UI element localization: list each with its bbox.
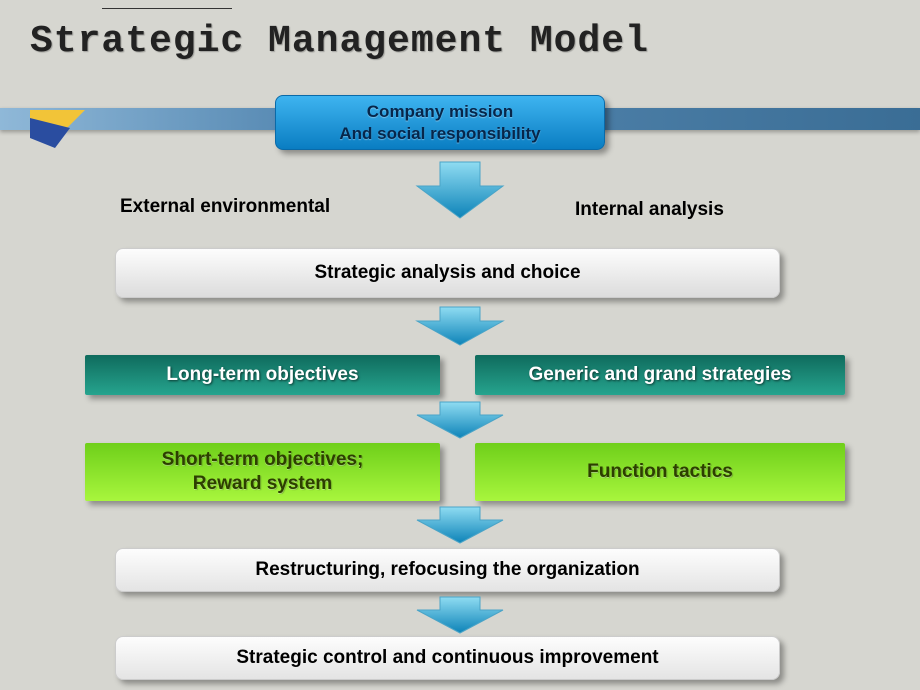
analysis-text: Strategic analysis and choice — [314, 262, 580, 284]
generic-text: Generic and grand strategies — [529, 364, 792, 386]
arrow-down-3 — [415, 400, 505, 440]
label-external: External environmental — [120, 196, 330, 218]
arrow-down-2 — [415, 305, 505, 347]
arrow-down-1 — [415, 160, 505, 220]
node-function: Function tactics — [475, 443, 845, 501]
node-restructure: Restructuring, refocusing the organizati… — [115, 548, 780, 592]
node-generic: Generic and grand strategies — [475, 355, 845, 395]
slide-title: Strategic Management Model — [30, 20, 649, 63]
node-analysis: Strategic analysis and choice — [115, 248, 780, 298]
short-term-line1: Short-term objectives; — [162, 448, 364, 472]
function-text: Function tactics — [587, 460, 733, 484]
short-term-line2: Reward system — [162, 472, 364, 496]
arrow-down-4 — [415, 505, 505, 545]
title-underline — [102, 8, 232, 9]
arrow-down-5 — [415, 595, 505, 635]
node-short-term: Short-term objectives; Reward system — [85, 443, 440, 501]
node-control: Strategic control and continuous improve… — [115, 636, 780, 680]
corner-decoration — [30, 110, 100, 150]
node-mission: Company mission And social responsibilit… — [275, 95, 605, 150]
control-text: Strategic control and continuous improve… — [236, 647, 658, 669]
label-internal: Internal analysis — [575, 199, 724, 221]
node-long-term: Long-term objectives — [85, 355, 440, 395]
restructure-text: Restructuring, refocusing the organizati… — [255, 559, 639, 581]
mission-line2: And social responsibility — [339, 123, 540, 144]
mission-line1: Company mission — [339, 101, 540, 122]
long-term-text: Long-term objectives — [166, 364, 358, 386]
